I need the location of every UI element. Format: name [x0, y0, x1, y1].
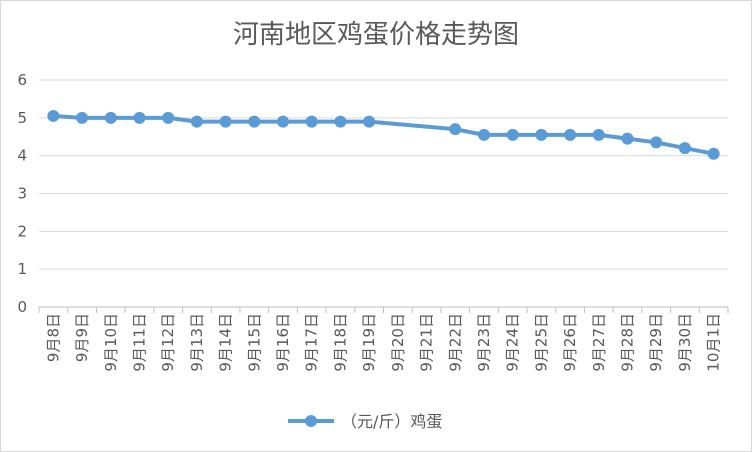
data-point	[162, 111, 175, 124]
x-tick-label: 9月25日	[532, 313, 550, 372]
data-point	[707, 147, 720, 160]
data-point	[363, 115, 376, 128]
x-axis	[38, 306, 729, 313]
x-tick-label: 9月20日	[389, 313, 407, 372]
x-tick-label: 10月1日	[705, 313, 723, 372]
x-tick-label: 9月22日	[446, 313, 464, 372]
data-point	[678, 142, 691, 155]
y-axis-ticks: 0 1 2 3 4 5 6	[17, 71, 27, 316]
x-tick-label: 9月26日	[561, 313, 579, 372]
legend-label: （元/斤）鸡蛋	[341, 412, 442, 431]
data-point	[564, 128, 577, 141]
data-point	[650, 136, 663, 149]
data-point	[477, 128, 490, 141]
series-line	[53, 113, 715, 156]
x-tick-label: 9月19日	[360, 313, 378, 372]
y-tick-label: 4	[17, 147, 27, 165]
x-axis-ticks: 9月8日 9月9日 9月10日 9月11日 9月12日 9月13日 9月14日 9月15日 9月…	[44, 313, 722, 372]
y-tick-label: 3	[17, 185, 27, 203]
data-point	[133, 111, 146, 124]
x-tick-label: 9月12日	[159, 313, 177, 372]
x-tick-label: 9月27日	[590, 313, 608, 372]
data-point	[449, 123, 462, 136]
chart-title: 河南地区鸡蛋价格走势图	[233, 20, 519, 50]
data-point	[535, 128, 548, 141]
x-tick-label: 9月18日	[331, 313, 349, 372]
x-tick-label: 9月13日	[188, 313, 206, 372]
x-tick-label: 9月21日	[418, 313, 436, 372]
data-point	[277, 115, 290, 128]
data-point	[305, 115, 318, 128]
x-tick-label: 9月8日	[44, 313, 62, 362]
x-tick-label: 9月29日	[647, 313, 665, 372]
y-tick-label: 1	[17, 260, 27, 278]
y-tick-label: 0	[17, 298, 27, 316]
data-point	[248, 115, 261, 128]
x-tick-label: 9月24日	[504, 313, 522, 372]
data-point	[47, 109, 60, 122]
x-tick-label: 9月9日	[73, 313, 91, 362]
data-point	[592, 128, 605, 141]
x-tick-label: 9月15日	[245, 313, 263, 372]
series-plot	[47, 109, 720, 160]
grid-lines	[39, 79, 728, 270]
legend-point-marker	[305, 415, 317, 427]
x-tick-label: 9月30日	[676, 313, 694, 372]
x-tick-label: 9月16日	[274, 313, 292, 372]
data-point	[219, 115, 232, 128]
x-tick-label: 9月17日	[303, 313, 321, 372]
data-point	[76, 111, 89, 124]
data-point	[621, 132, 634, 145]
data-point	[506, 128, 519, 141]
x-tick-label: 9月23日	[475, 313, 493, 372]
legend: （元/斤）鸡蛋	[288, 412, 442, 431]
y-tick-label: 2	[17, 222, 27, 240]
x-tick-label: 9月28日	[619, 313, 637, 372]
y-tick-label: 6	[17, 71, 27, 89]
y-tick-label: 5	[17, 109, 27, 127]
data-point	[334, 115, 347, 128]
data-point	[104, 111, 117, 124]
data-point	[190, 115, 203, 128]
x-tick-label: 9月11日	[130, 313, 148, 372]
x-tick-label: 9月14日	[217, 313, 235, 372]
x-tick-label: 9月10日	[102, 313, 120, 372]
